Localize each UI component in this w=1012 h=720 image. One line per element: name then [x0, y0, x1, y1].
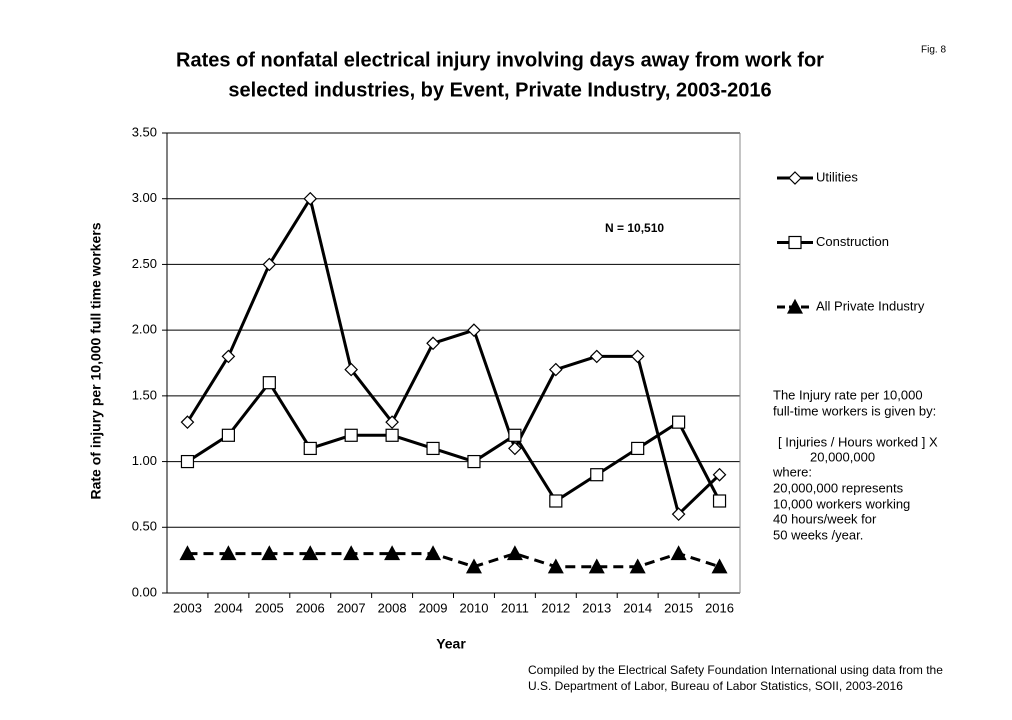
note: 20,000,000 represents	[773, 480, 904, 495]
marker	[547, 558, 564, 574]
x-tick-label: 2009	[419, 600, 448, 615]
marker	[548, 362, 563, 377]
marker	[788, 235, 802, 250]
marker	[590, 468, 604, 482]
source: U.S. Department of Labor, Bureau of Labo…	[528, 679, 903, 693]
x-tick-label: 2012	[541, 600, 570, 615]
x-tick-label: 2007	[337, 600, 366, 615]
note: where:	[772, 464, 812, 479]
marker	[385, 415, 399, 429]
marker	[711, 558, 728, 574]
x-tick-label: 2014	[623, 600, 652, 615]
legend-label: All Private Industry	[816, 298, 925, 313]
marker	[549, 494, 563, 508]
marker	[221, 428, 235, 442]
note: 10,000 workers working	[773, 496, 910, 511]
marker	[671, 507, 686, 521]
x-tick-label: 2013	[582, 600, 611, 615]
y-tick-label: 0.50	[132, 519, 157, 534]
legend-label: Utilities	[816, 169, 858, 184]
note: 40 hours/week for	[773, 511, 877, 526]
y-tick-label: 1.00	[132, 453, 157, 468]
chart-title: Rates of nonfatal electrical injury invo…	[176, 49, 824, 71]
marker	[631, 441, 645, 456]
x-tick-label: 2008	[378, 600, 407, 615]
marker	[508, 441, 522, 456]
marker	[786, 298, 804, 314]
x-tick-label: 2005	[255, 600, 284, 615]
marker	[384, 545, 401, 561]
note: full-time workers is given by:	[773, 403, 936, 418]
marker	[712, 494, 727, 508]
y-tick-label: 2.00	[132, 322, 157, 337]
marker	[426, 441, 440, 456]
marker	[220, 545, 237, 561]
marker	[588, 558, 605, 574]
marker	[343, 545, 360, 561]
marker	[589, 349, 604, 364]
marker	[262, 376, 276, 390]
marker	[508, 428, 522, 442]
source: Compiled by the Electrical Safety Founda…	[528, 663, 943, 677]
x-tick-label: 2004	[214, 600, 243, 615]
marker	[221, 349, 236, 364]
x-tick-label: 2003	[173, 600, 202, 615]
marker	[262, 257, 277, 272]
marker	[180, 454, 195, 469]
marker	[465, 558, 482, 574]
x-axis-label: Year	[436, 636, 466, 652]
legend-label: Construction	[816, 234, 889, 249]
marker	[261, 545, 278, 561]
x-tick-label: 2011	[501, 600, 529, 615]
note: [ Injuries / Hours worked ] X	[778, 434, 938, 449]
y-tick-label: 0.00	[132, 584, 157, 599]
marker	[426, 336, 440, 351]
marker	[506, 545, 523, 561]
marker	[467, 454, 481, 469]
marker	[629, 558, 646, 574]
marker	[788, 171, 802, 185]
marker	[303, 191, 318, 206]
marker	[630, 349, 645, 364]
marker	[467, 323, 481, 337]
x-tick-label: 2010	[460, 600, 489, 615]
annotation: N = 10,510	[605, 221, 664, 235]
marker	[425, 545, 442, 561]
marker	[179, 545, 196, 561]
y-tick-label: 1.50	[132, 387, 157, 402]
x-tick-label: 2006	[296, 600, 325, 615]
y-tick-label: 3.50	[132, 124, 157, 139]
y-axis-label: Rate of injury per 10,000 full time work…	[88, 222, 104, 499]
x-tick-label: 2015	[664, 600, 693, 615]
marker	[344, 428, 358, 442]
figure-label: Fig. 8	[921, 45, 946, 56]
marker	[344, 362, 359, 377]
marker	[712, 467, 727, 482]
x-tick-label: 2016	[705, 600, 734, 615]
note: 20,000,000	[810, 449, 875, 464]
chart-title: selected industries, by Event, Private I…	[228, 79, 771, 101]
marker	[672, 415, 686, 429]
marker	[670, 545, 687, 561]
y-tick-label: 2.50	[132, 256, 157, 271]
marker	[302, 545, 319, 561]
note: 50 weeks /year.	[773, 527, 863, 542]
series-line	[187, 551, 720, 569]
note: The Injury rate per 10,000	[773, 387, 923, 402]
y-tick-label: 3.00	[132, 190, 157, 205]
marker	[303, 441, 317, 456]
marker	[385, 428, 399, 442]
marker	[180, 415, 195, 429]
series-line	[186, 380, 721, 504]
